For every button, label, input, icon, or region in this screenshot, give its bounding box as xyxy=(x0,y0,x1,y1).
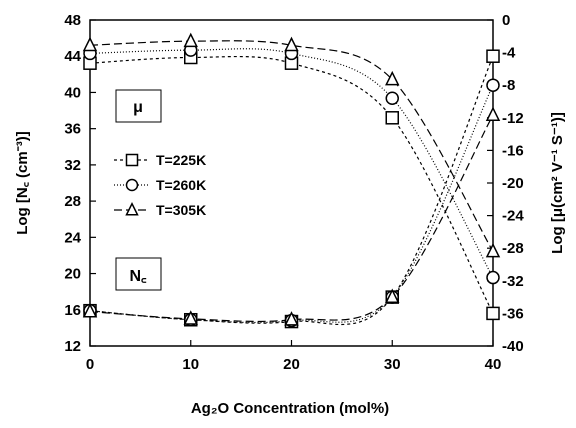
legend: T=225K T=260K T=305K xyxy=(114,152,206,218)
x-tick-label: 40 xyxy=(485,356,502,373)
data-point-nc-triangle xyxy=(183,310,198,325)
y-right-tick-label: -4 xyxy=(502,45,516,62)
y-left-axis-title: Log [N꜀ (cm⁻³)] xyxy=(14,131,31,235)
data-point-mu-triangle xyxy=(485,242,501,258)
y-right-tick-label: 0 xyxy=(502,12,510,29)
data-point-nc-triangle xyxy=(485,106,501,122)
y-left-tick-label: 28 xyxy=(64,193,81,210)
x-tick-label: 30 xyxy=(384,356,401,373)
y-right-tick-label: -40 xyxy=(502,338,524,355)
y-right-tick-label: -32 xyxy=(502,273,524,290)
data-point-nc-triangle xyxy=(284,311,299,326)
data-point-nc-triangle xyxy=(82,303,98,318)
y-left-tick-label: 20 xyxy=(64,266,81,283)
y-left-tick-label: 48 xyxy=(64,12,81,29)
data-point-nc-triangle xyxy=(385,288,400,304)
data-point-mu-triangle xyxy=(284,36,299,52)
mu-label-box xyxy=(115,89,162,123)
y-left-tick-label: 12 xyxy=(64,338,81,355)
nc-label-box xyxy=(115,257,162,291)
data-point-mu-triangle xyxy=(183,32,198,48)
y-right-tick-label: -28 xyxy=(502,240,524,257)
data-point-nc-square xyxy=(486,49,500,63)
legend-marker xyxy=(125,178,139,192)
y-left-tick-label: 36 xyxy=(64,121,81,138)
x-tick-label: 10 xyxy=(182,356,199,373)
y-right-tick-label: -24 xyxy=(502,208,524,225)
y-left-tick-label: 44 xyxy=(64,48,81,65)
legend-label: T=225K xyxy=(156,152,206,168)
y-right-tick-label: -8 xyxy=(502,77,515,94)
nc-label: N꜀ xyxy=(129,268,147,285)
data-point-mu-triangle xyxy=(385,70,400,86)
y-right-tick-label: -36 xyxy=(502,305,524,322)
series-line-mu-triangle xyxy=(89,40,494,252)
y-right-axis-title: Log [μ(cm² V⁻¹ S⁻¹)] xyxy=(549,112,566,254)
data-point-mu-square xyxy=(486,306,500,321)
x-tick-label: 20 xyxy=(283,356,300,373)
data-point-nc-circle xyxy=(486,78,500,92)
legend-label: T=305K xyxy=(156,202,206,218)
y-left-tick-label: 40 xyxy=(64,84,81,101)
y-right-tick-label: -12 xyxy=(502,110,524,127)
legend-marker xyxy=(125,201,139,216)
series-line-nc-triangle xyxy=(89,114,494,323)
y-right-tick-label: -20 xyxy=(502,175,524,192)
mu-label: μ xyxy=(133,99,143,116)
data-point-mu-square xyxy=(385,111,399,125)
x-axis-title: Ag₂O Concentration (mol%) xyxy=(191,400,389,417)
legend-label: T=260K xyxy=(156,177,206,193)
y-left-tick-label: 24 xyxy=(64,229,81,246)
data-point-mu-circle xyxy=(486,270,500,285)
y-right-tick-label: -16 xyxy=(502,142,524,159)
legend-marker xyxy=(125,153,139,167)
data-point-mu-triangle xyxy=(82,36,98,52)
x-tick-label: 0 xyxy=(86,356,94,373)
y-left-tick-label: 16 xyxy=(64,302,81,319)
series-line-nc-circle xyxy=(89,84,494,324)
y-left-tick-label: 32 xyxy=(64,157,81,174)
series-line-mu-circle xyxy=(89,48,494,278)
data-point-mu-circle xyxy=(385,91,399,105)
